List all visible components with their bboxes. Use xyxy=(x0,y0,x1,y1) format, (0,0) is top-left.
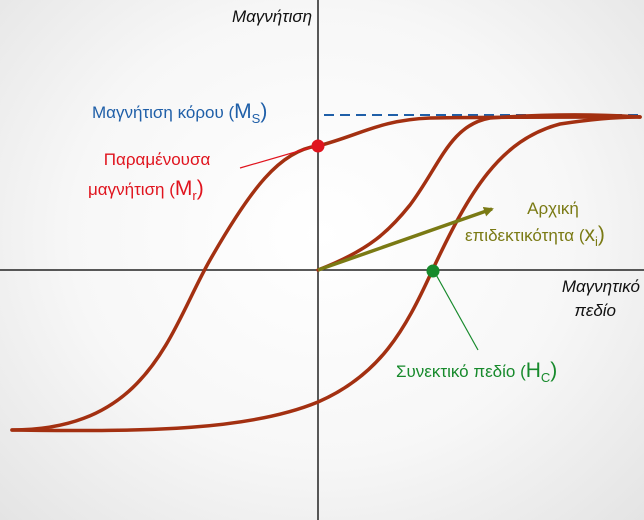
saturation-label: Μαγνήτιση κόρου (MS) xyxy=(92,100,267,126)
x-axis-label-line2: πεδίο xyxy=(574,301,616,320)
coercivity-label: Συνεκτικό πεδίο (HC) xyxy=(396,359,557,385)
initial-magnetization-curve xyxy=(316,113,642,272)
remanence-point xyxy=(311,139,325,153)
coercivity-point xyxy=(426,264,440,278)
hysteresis-lower-branch xyxy=(10,115,642,433)
susceptibility-arrow xyxy=(317,206,494,272)
remanence-label-line2: μαγνήτιση (Mr) xyxy=(88,177,204,203)
x-axis-label-line1: Μαγνητικό xyxy=(562,277,640,296)
susceptibility-label-line1: Αρχική xyxy=(527,199,579,218)
remanence-label-line1: Παραμένουσα xyxy=(104,150,211,169)
y-axis-label: Μαγνήτιση xyxy=(232,7,312,26)
susceptibility-label-line2: επιδεκτικότητα (xi) xyxy=(465,223,605,249)
remanence-leader xyxy=(239,145,317,169)
coercivity-leader xyxy=(433,270,479,351)
